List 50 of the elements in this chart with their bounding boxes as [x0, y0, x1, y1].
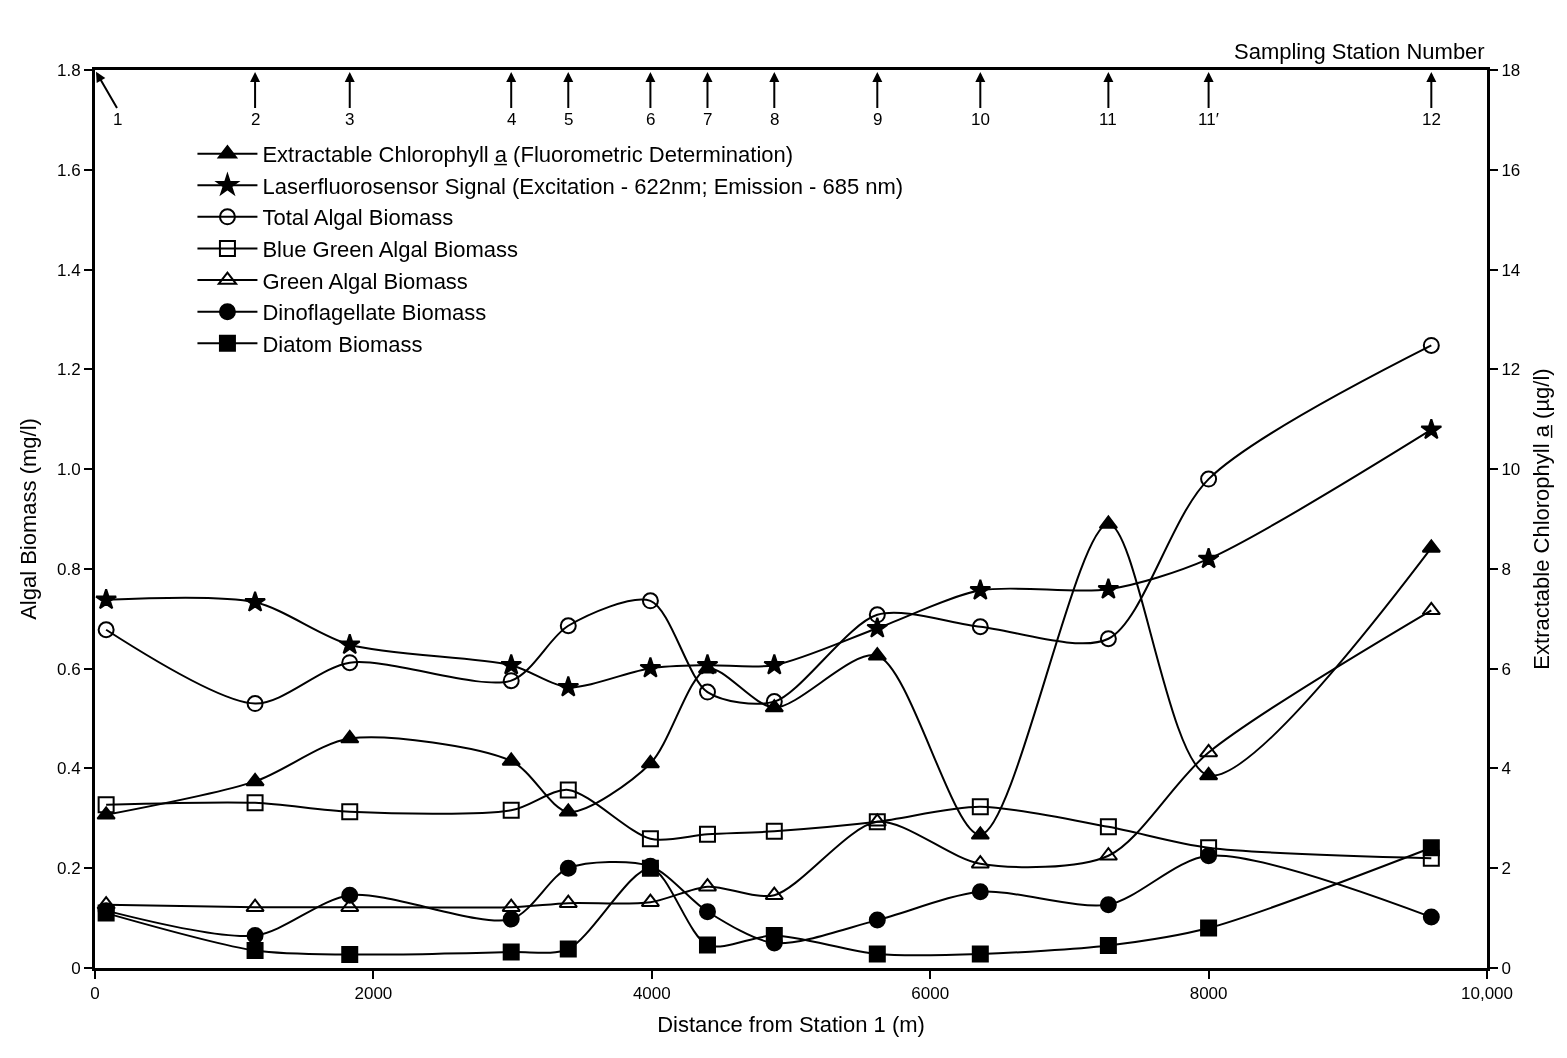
y2-tick-label: 2 [1501, 859, 1511, 879]
text: Sampling Station Number [1234, 39, 1485, 64]
x-tick-label: 10,000 [1461, 984, 1513, 1004]
x-axis-title: Distance from Station 1 (m) [657, 1012, 925, 1038]
legend-label: Extractable Chlorophyll a̲ (Fluorometric Determination) [262, 142, 794, 168]
annotation: 6 [646, 110, 656, 129]
annotation: 11 [1099, 110, 1117, 129]
y2-tick-label: 0 [1501, 958, 1511, 978]
y2-axis-title: Extractable Chlorophyll a̲ (µg/l) [1529, 368, 1555, 670]
y-tick-label: 1.8 [56, 60, 81, 80]
y2-tick-label: 16 [1501, 160, 1521, 180]
y-axis-title: Algal Biomass (mg/l) [15, 418, 41, 620]
y2-tick-label: 18 [1501, 60, 1521, 80]
y-tick-label: 0.6 [56, 659, 81, 679]
legend-label: Blue Green Algal Biomass [262, 237, 519, 263]
y2-tick-label: 8 [1501, 559, 1511, 579]
y2-tick-label: 12 [1501, 360, 1521, 380]
y-tick-label: 0.8 [56, 559, 81, 579]
legend-label: Laserfluorosensor Signal (Excitation - 622nm; Emission - 685 nm) [262, 173, 904, 199]
y-tick-label: 1.6 [56, 160, 81, 180]
annotation: 2 [251, 110, 261, 129]
x-tick-label: 8000 [1189, 984, 1228, 1004]
y2-tick-label: 10 [1501, 460, 1521, 480]
y-tick-label: 1.2 [56, 360, 81, 380]
annotation: 5 [564, 110, 574, 129]
annotation: 11′ [1198, 110, 1219, 129]
y-tick-label: 0.2 [56, 859, 81, 879]
annotation: 4 [507, 110, 517, 129]
y-tick-label: 0.4 [56, 759, 81, 779]
annotation: 10 [971, 110, 990, 129]
legend-label: Total Algal Biomass [262, 205, 454, 231]
y2-tick-label: 6 [1501, 659, 1511, 679]
legend-label: Diatom Biomass [262, 331, 423, 357]
y2-tick-label: 14 [1501, 260, 1521, 280]
annotation: 9 [873, 110, 883, 129]
annotation: 8 [770, 110, 780, 129]
y2-tick-label: 4 [1501, 759, 1511, 779]
annotation: 7 [703, 110, 713, 129]
legend-label: Green Algal Biomass [262, 268, 468, 294]
x-tick-label: 6000 [911, 984, 950, 1004]
y-tick-label: 1.0 [56, 460, 81, 480]
y-tick-label: 1.4 [56, 260, 81, 280]
x-tick-label: 0 [90, 984, 100, 1004]
legend-label: Dinoflagellate Biomass [262, 300, 487, 326]
y-tick-label: 0 [71, 958, 81, 978]
annotation: 1 [113, 110, 123, 129]
x-tick-label: 2000 [354, 984, 393, 1004]
annotation: 12 [1422, 110, 1441, 129]
annotation: 3 [345, 110, 355, 129]
x-tick-label: 4000 [632, 984, 671, 1004]
